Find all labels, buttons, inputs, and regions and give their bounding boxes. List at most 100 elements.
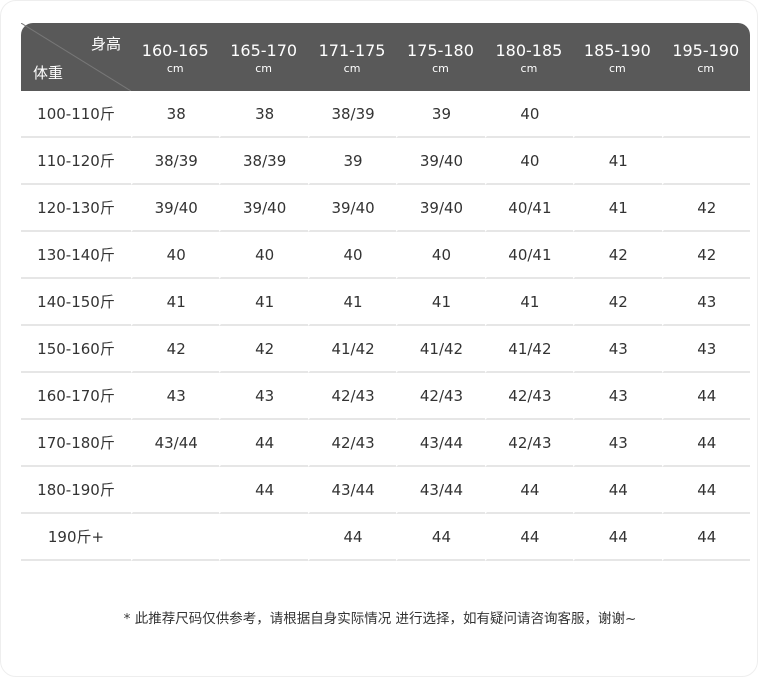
weight-label: 170-180斤 — [21, 420, 131, 467]
table-row: 180-190斤 44 43/44 43/44 44 44 44 — [21, 467, 750, 514]
size-cell: 40/41 — [484, 185, 574, 232]
table-row: 150-160斤 42 42 41/42 41/42 41/42 43 43 — [21, 326, 750, 373]
size-cell: 44 — [573, 514, 662, 561]
size-cell: 42/43 — [307, 373, 397, 420]
size-cell: 42 — [661, 232, 750, 279]
weight-label: 160-170斤 — [21, 373, 131, 420]
size-cell: 44 — [661, 467, 750, 514]
size-cell: 42 — [573, 232, 662, 279]
size-cell: 42/43 — [396, 373, 485, 420]
height-range: 165-170 — [230, 41, 298, 60]
size-cell — [131, 467, 220, 514]
size-cell: 41/42 — [484, 326, 574, 373]
size-cell: 42/43 — [484, 373, 574, 420]
size-cell: 39/40 — [396, 138, 485, 185]
column-header: 195-190 cm — [662, 23, 750, 91]
size-cell: 39 — [307, 138, 397, 185]
size-cell: 40 — [484, 138, 574, 185]
size-cell: 39/40 — [307, 185, 397, 232]
size-cell: 42 — [573, 279, 662, 326]
size-cell: 44 — [661, 514, 750, 561]
weight-label: 100-110斤 — [21, 91, 131, 138]
size-cell: 40 — [484, 91, 574, 138]
table-row: 120-130斤 39/40 39/40 39/40 39/40 40/41 41 42 — [21, 185, 750, 232]
unit: cm — [432, 62, 449, 75]
unit: cm — [697, 62, 715, 75]
size-cell: 43/44 — [307, 467, 397, 514]
size-cell: 43 — [661, 279, 750, 326]
size-cell: 43/44 — [131, 420, 220, 467]
size-cell: 44 — [219, 467, 308, 514]
weight-label: 130-140斤 — [21, 232, 131, 279]
weight-label: 190斤+ — [21, 514, 131, 561]
size-cell: 41 — [573, 138, 662, 185]
size-cell: 41 — [484, 279, 574, 326]
size-cell: 44 — [484, 514, 574, 561]
size-cell: 43 — [573, 373, 662, 420]
header-row: 身高 体重 160-165 cm 165-170 cm 171-175 cm 175-180… — [21, 23, 750, 91]
corner-bottom: 体重 — [33, 64, 64, 82]
table-row: 130-140斤 40 40 40 40 40/41 42 42 — [21, 232, 750, 279]
size-cell: 43 — [219, 373, 308, 420]
size-cell: 44 — [661, 420, 750, 467]
size-cell: 38/39 — [131, 138, 220, 185]
size-cell: 43 — [573, 326, 662, 373]
size-cell: 38 — [219, 91, 308, 138]
size-cell: 44 — [396, 514, 485, 561]
size-cell: 43 — [573, 420, 662, 467]
size-cell: 41/42 — [307, 326, 397, 373]
size-cell: 40 — [396, 232, 485, 279]
column-header: 160-165 cm — [131, 23, 219, 91]
column-header: 165-170 cm — [219, 23, 307, 91]
weight-label: 180-190斤 — [21, 467, 131, 514]
size-cell: 38 — [131, 91, 220, 138]
weight-label: 120-130斤 — [21, 185, 131, 232]
size-cell: 43/44 — [396, 467, 485, 514]
column-header: 175-180 cm — [396, 23, 484, 91]
weight-label: 110-120斤 — [21, 138, 131, 185]
height-range: 180-185 — [495, 41, 563, 60]
column-header: 180-185 cm — [485, 23, 573, 91]
size-cell — [661, 91, 750, 138]
size-cell: 42 — [219, 326, 308, 373]
size-cell: 40 — [131, 232, 220, 279]
diagonal — [21, 23, 131, 91]
unit: cm — [608, 62, 626, 75]
size-cell: 40 — [307, 232, 397, 279]
size-cell: 44 — [219, 420, 308, 467]
table-row: 100-110斤 38 38 38/39 39 40 — [21, 91, 750, 138]
height-range: 160-165 — [141, 41, 209, 60]
corner-cell: 身高 体重 — [21, 23, 131, 91]
size-cell: 41 — [396, 279, 485, 326]
table-row: 140-150斤 41 41 41 41 41 42 43 — [21, 279, 750, 326]
corner-top: 身高 — [90, 35, 121, 53]
size-cell: 38/39 — [307, 91, 397, 138]
size-cell: 41 — [131, 279, 220, 326]
size-cell: 39 — [396, 91, 485, 138]
height-range: 185-190 — [583, 41, 651, 60]
size-cell: 41 — [573, 185, 662, 232]
unit: cm — [166, 62, 184, 75]
footnote: * 此推荐尺码仅供参考，请根据自身实际情况 进行选择，如有疑问请咨询客服，谢谢~ — [123, 611, 637, 627]
table-row: 160-170斤 43 43 42/43 42/43 42/43 43 44 — [21, 373, 750, 420]
table-row: 190斤+ 44 44 44 44 44 — [21, 514, 750, 561]
column-header: 171-175 cm — [308, 23, 396, 91]
size-cell: 44 — [307, 514, 397, 561]
weight-label: 150-160斤 — [21, 326, 131, 373]
unit: cm — [255, 62, 273, 75]
size-cell — [219, 514, 308, 561]
unit: cm — [520, 62, 538, 75]
weight-label: 140-150斤 — [21, 279, 131, 326]
size-cell: 39/40 — [396, 185, 485, 232]
size-cell — [131, 514, 220, 561]
size-cell: 40/41 — [484, 232, 574, 279]
size-table: 身高 体重 160-165 cm 165-170 cm 171-175 cm 175-180… — [21, 23, 750, 561]
size-cell — [661, 138, 750, 185]
size-cell: 43 — [131, 373, 220, 420]
size-cell: 42 — [661, 185, 750, 232]
size-cell: 42 — [131, 326, 220, 373]
size-cell: 44 — [573, 467, 662, 514]
size-cell: 41 — [307, 279, 397, 326]
column-header: 185-190 cm — [573, 23, 661, 91]
